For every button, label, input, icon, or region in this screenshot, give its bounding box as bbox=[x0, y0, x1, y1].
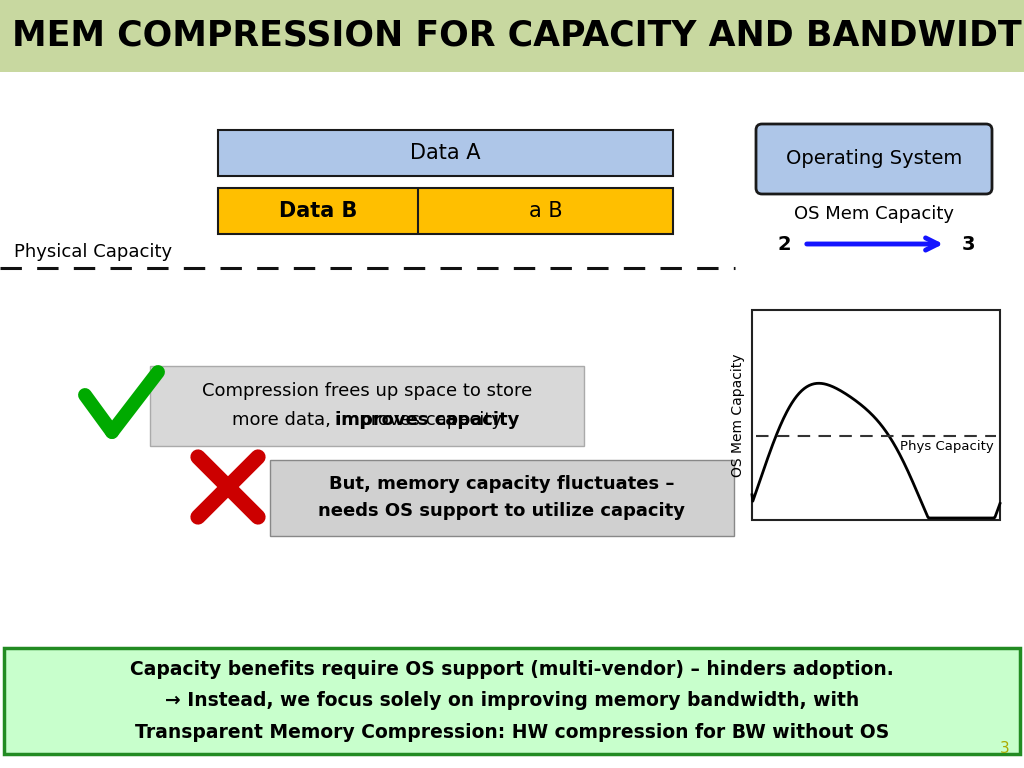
FancyBboxPatch shape bbox=[218, 188, 673, 234]
FancyBboxPatch shape bbox=[752, 310, 1000, 520]
FancyBboxPatch shape bbox=[0, 0, 1024, 72]
Text: Physical Capacity: Physical Capacity bbox=[14, 243, 172, 261]
Text: Phys Capacity: Phys Capacity bbox=[900, 440, 994, 453]
Text: But, memory capacity fluctuates –: But, memory capacity fluctuates – bbox=[330, 475, 675, 492]
Text: 3: 3 bbox=[962, 234, 975, 253]
Text: Operating System: Operating System bbox=[785, 150, 963, 168]
Text: → Instead, we focus solely on improving memory bandwidth, with: → Instead, we focus solely on improving … bbox=[165, 691, 859, 710]
FancyBboxPatch shape bbox=[218, 130, 673, 176]
Text: 3: 3 bbox=[1000, 741, 1010, 756]
Text: Data A: Data A bbox=[411, 143, 480, 163]
Text: OS Mem Capacity: OS Mem Capacity bbox=[794, 205, 954, 223]
FancyBboxPatch shape bbox=[4, 648, 1020, 754]
Text: MEM COMPRESSION FOR CAPACITY AND BANDWIDTH: MEM COMPRESSION FOR CAPACITY AND BANDWID… bbox=[12, 19, 1024, 53]
FancyBboxPatch shape bbox=[270, 460, 734, 536]
Text: Data B: Data B bbox=[279, 201, 357, 221]
Text: Transparent Memory Compression: HW compression for BW without OS: Transparent Memory Compression: HW compr… bbox=[135, 723, 889, 743]
Text: more data, improves capacity: more data, improves capacity bbox=[232, 411, 502, 429]
FancyBboxPatch shape bbox=[150, 366, 584, 446]
Text: Capacity benefits require OS support (multi-vendor) – hinders adoption.: Capacity benefits require OS support (mu… bbox=[130, 660, 894, 679]
FancyBboxPatch shape bbox=[756, 124, 992, 194]
Text: 2: 2 bbox=[777, 234, 791, 253]
Text: OS Mem Capacity: OS Mem Capacity bbox=[731, 353, 745, 477]
Text: needs OS support to utilize capacity: needs OS support to utilize capacity bbox=[318, 502, 685, 520]
Text: a B: a B bbox=[528, 201, 562, 221]
Text: Compression frees up space to store: Compression frees up space to store bbox=[202, 382, 532, 400]
Text: improves capacity: improves capacity bbox=[210, 411, 520, 429]
